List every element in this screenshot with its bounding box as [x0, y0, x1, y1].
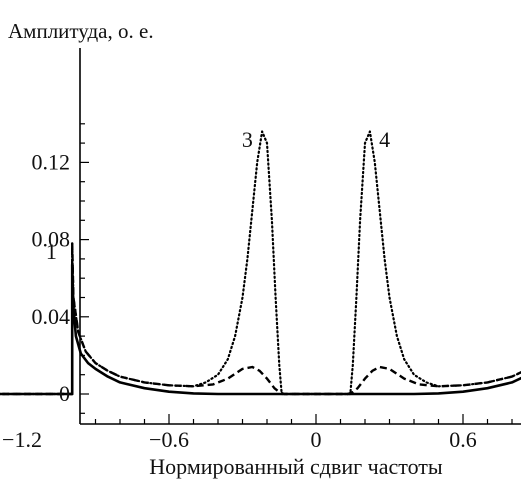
curve-label: 3: [242, 127, 253, 152]
axes: [79, 48, 521, 425]
series-line-solid: [0, 263, 521, 396]
annotations: 1234: [46, 127, 390, 264]
series-line-dotted: [0, 130, 521, 396]
x-tick-label: −0.6: [149, 427, 189, 452]
y-tick-label: 0.12: [32, 149, 71, 174]
tick-labels: 00.040.080.12−1.2−0.600.61.2: [2, 149, 477, 452]
x-axis-label: Нормированный сдвиг частоты: [149, 454, 443, 479]
x-tick-label: 0: [311, 427, 322, 452]
curve-label: 4: [379, 127, 390, 152]
curve-label: 1: [46, 239, 57, 264]
y-tick-label: 0.08: [32, 227, 71, 252]
series-line-dashed: [0, 242, 521, 396]
y-axis-label: Амплитуда, о. е.: [8, 19, 154, 43]
x-tick-label: 0.6: [449, 427, 477, 452]
x-tick-label: −1.2: [2, 427, 42, 452]
y-tick-label: 0: [59, 381, 70, 406]
y-tick-label: 0.04: [32, 304, 71, 329]
series-layer: [0, 130, 521, 396]
